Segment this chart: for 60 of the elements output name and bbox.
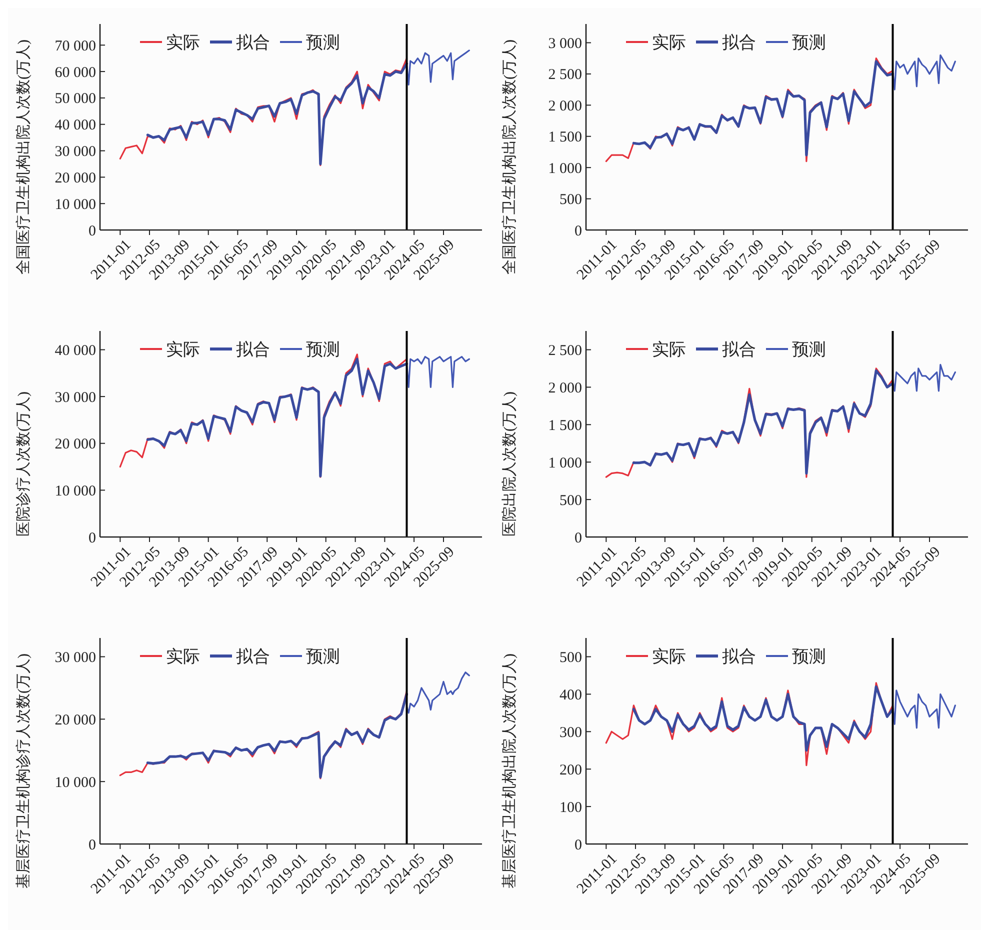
y-tick-label: 2 000 (548, 380, 582, 396)
y-tick-label: 500 (560, 650, 582, 666)
y-tick-label: 200 (560, 762, 582, 778)
y-tick-label: 20 000 (54, 170, 96, 186)
legend-label: 拟合 (722, 33, 756, 52)
y-tick-label: 1 000 (548, 455, 582, 472)
y-tick-label: 30 000 (54, 390, 96, 406)
legend-label: 预测 (792, 340, 826, 359)
y-tick-label: 2 500 (548, 67, 582, 84)
y-tick-label: 30 000 (54, 144, 96, 160)
y-tick-label: 500 (560, 192, 582, 208)
y-tick-label: 0 (88, 223, 96, 240)
legend-label: 拟合 (722, 647, 756, 666)
y-tick-label: 100 (560, 800, 582, 816)
y-axis-title: 基层医疗卫生机构出院人次数(万人) (501, 654, 518, 888)
y-tick-label: 70 000 (54, 38, 96, 54)
y-tick-label: 10 000 (54, 774, 96, 791)
y-axis-title: 基层医疗卫生机构诊疗人次数(万人) (15, 654, 32, 888)
legend-label: 预测 (306, 647, 340, 666)
legend-label: 预测 (792, 647, 826, 666)
legend-label: 实际 (166, 340, 200, 359)
y-tick-label: 400 (560, 687, 582, 704)
legend-label: 实际 (652, 647, 686, 666)
y-tick-label: 0 (574, 837, 582, 854)
legend-label: 拟合 (236, 647, 270, 666)
legend-label: 实际 (166, 647, 200, 666)
y-tick-label: 40 000 (54, 118, 96, 134)
legend-label: 预测 (306, 33, 340, 52)
y-tick-label: 20 000 (54, 436, 96, 453)
legend-label: 实际 (652, 33, 686, 52)
y-tick-label: 10 000 (54, 483, 96, 500)
legend-label: 拟合 (236, 33, 270, 52)
y-tick-label: 50 000 (54, 91, 96, 108)
y-tick-label: 3 000 (548, 36, 582, 52)
y-tick-label: 30 000 (54, 650, 96, 666)
legend-label: 预测 (792, 33, 826, 52)
y-tick-label: 0 (88, 837, 96, 854)
y-axis-title: 全国医疗卫生机构出院人次数(万人) (501, 40, 518, 274)
legend-label: 预测 (306, 340, 340, 359)
y-axis-title: 全国医疗卫生机构出院人次数(万人) (15, 40, 32, 274)
y-tick-label: 1 500 (548, 418, 582, 434)
y-tick-label: 2 500 (548, 342, 582, 359)
legend-label: 实际 (166, 33, 200, 52)
y-tick-label: 300 (560, 724, 582, 741)
legend-label: 拟合 (236, 340, 270, 359)
y-tick-label: 0 (88, 530, 96, 546)
y-axis-title: 医院出院人次数(万人) (501, 392, 518, 536)
y-tick-label: 1 500 (548, 130, 582, 146)
y-tick-label: 20 000 (54, 712, 96, 728)
y-axis-title: 医院诊疗人次数(万人) (15, 392, 32, 536)
y-tick-label: 0 (574, 530, 582, 546)
y-tick-label: 10 000 (54, 196, 96, 213)
y-tick-label: 500 (560, 492, 582, 509)
y-tick-label: 60 000 (54, 64, 96, 81)
y-tick-label: 40 000 (54, 342, 96, 359)
y-tick-label: 0 (574, 223, 582, 240)
legend-label: 实际 (652, 340, 686, 359)
y-tick-label: 1 000 (548, 160, 582, 177)
legend-label: 拟合 (722, 340, 756, 359)
y-tick-label: 2 000 (548, 98, 582, 114)
